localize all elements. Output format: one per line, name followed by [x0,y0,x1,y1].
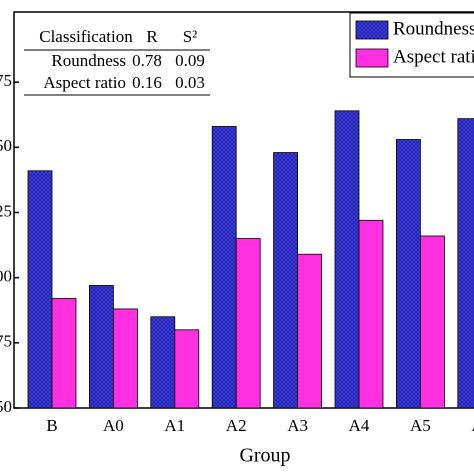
bar [235,238,261,409]
bar [51,298,77,409]
legend-label: Aspect ratio [393,46,474,67]
x-tick-label: A2 [226,416,247,435]
bar [419,235,445,409]
bar [89,285,114,409]
x-axis-label: Group [239,445,290,467]
x-tick-label: A4 [349,416,370,435]
bar [297,253,323,409]
y-tick-label: 1.25 [0,201,12,220]
bar [174,329,200,409]
bar [358,219,384,409]
legend-swatch [355,20,389,40]
y-tick-label: 0.75 [0,332,12,351]
bar [395,139,421,409]
table-cell: Aspect ratio [43,73,126,92]
y-tick-label: 1.00 [0,267,12,286]
x-tick-label: A5 [410,416,431,435]
bar [150,316,176,409]
table-header: Classification [39,27,133,46]
x-tick-label: A6 [471,416,474,435]
legend-swatch [355,48,389,68]
y-tick-label: 1.50 [0,136,12,155]
x-tick-label: A0 [103,416,124,435]
table-cell: 0.09 [175,51,205,70]
x-tick-label: B [46,416,57,435]
table-header: S² [183,27,198,46]
bar [457,118,474,409]
table-cell: 0.78 [132,51,162,70]
bar [113,308,138,409]
table-cell: 0.03 [175,73,205,92]
legend-label: Roundness [393,18,474,39]
table-header: R [146,27,158,46]
x-tick-label: A3 [287,416,308,435]
y-tick-label: 1.75 [0,71,12,90]
table-cell: Roundness [51,51,126,70]
table-cell: 0.16 [132,73,162,92]
bar [273,152,299,409]
bar [211,126,237,409]
bar [27,170,53,409]
x-tick-label: A1 [164,416,185,435]
bar [334,110,360,409]
y-tick-label: 0.50 [0,397,12,416]
